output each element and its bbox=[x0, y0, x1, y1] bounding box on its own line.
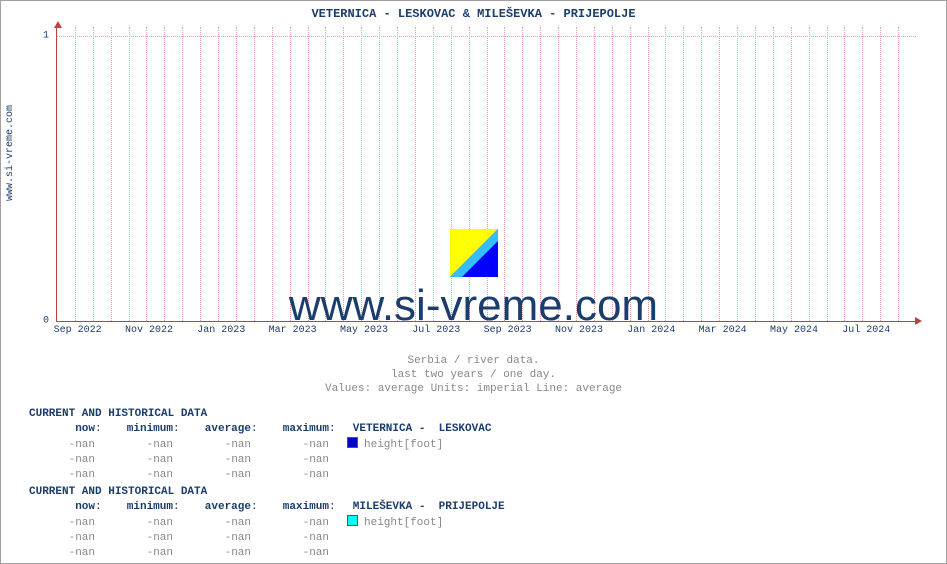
gridline-vertical bbox=[93, 27, 94, 321]
data-block-2: CURRENT AND HISTORICAL DATAnow:minimum:a… bbox=[29, 485, 505, 561]
gridline-vertical bbox=[648, 27, 649, 321]
gridline-vertical bbox=[236, 27, 237, 321]
series-swatch-icon bbox=[347, 515, 358, 526]
gridline-vertical bbox=[254, 27, 255, 321]
gridline-vertical bbox=[898, 27, 899, 321]
gridline-vertical bbox=[880, 27, 881, 321]
gridline-vertical bbox=[719, 27, 720, 321]
gridline-vertical bbox=[809, 27, 810, 321]
gridline-vertical bbox=[75, 27, 76, 321]
caption-line-3: Values: average Units: imperial Line: av… bbox=[1, 383, 946, 395]
gridline-vertical bbox=[111, 27, 112, 321]
gridline-vertical bbox=[737, 27, 738, 321]
side-url-label: www.si-vreme.com bbox=[5, 105, 16, 201]
data-row: -nan-nan-nan-nan bbox=[29, 531, 505, 546]
gridline-vertical bbox=[129, 27, 130, 321]
y-axis-arrow-icon bbox=[54, 21, 62, 28]
series-name: VETERNICA - LESKOVAC bbox=[333, 423, 491, 435]
gridline-vertical bbox=[630, 27, 631, 321]
x-tick-label: Jul 2024 bbox=[842, 325, 890, 336]
gridline-vertical bbox=[576, 27, 577, 321]
gridline-vertical bbox=[683, 27, 684, 321]
x-axis-arrow-icon bbox=[915, 317, 922, 325]
metric-label: height[foot] bbox=[364, 439, 443, 451]
plot: 01 bbox=[56, 27, 916, 322]
gridline-vertical bbox=[665, 27, 666, 321]
gridline-vertical bbox=[773, 27, 774, 321]
series-name: MILEŠEVKA - PRIJEPOLJE bbox=[333, 501, 505, 513]
data-block-header: CURRENT AND HISTORICAL DATA bbox=[29, 407, 491, 422]
watermark-text: www.si-vreme.com bbox=[289, 281, 658, 331]
gridline-vertical bbox=[827, 27, 828, 321]
metric-label: height[foot] bbox=[364, 517, 443, 529]
gridline-vertical bbox=[200, 27, 201, 321]
gridline-vertical bbox=[218, 27, 219, 321]
gridline-vertical bbox=[755, 27, 756, 321]
gridline-vertical bbox=[290, 27, 291, 321]
gridline-vertical bbox=[433, 27, 434, 321]
gridline-vertical bbox=[415, 27, 416, 321]
data-row: -nan-nan-nan-nan bbox=[29, 453, 491, 468]
gridline-vertical bbox=[379, 27, 380, 321]
gridline-vertical bbox=[594, 27, 595, 321]
chart-title: VETERNICA - LESKOVAC & MILEŠEVKA - PRIJE… bbox=[1, 1, 946, 21]
x-tick-label: Sep 2022 bbox=[54, 325, 102, 336]
y-tick-label: 0 bbox=[43, 316, 49, 327]
data-block-column-header: now:minimum:average:maximum: MILEŠEVKA -… bbox=[29, 500, 505, 515]
x-tick-label: Mar 2024 bbox=[699, 325, 747, 336]
gridline-vertical bbox=[182, 27, 183, 321]
series-swatch-icon bbox=[347, 437, 358, 448]
gridline-vertical bbox=[701, 27, 702, 321]
gridline-vertical bbox=[862, 27, 863, 321]
gridline-vertical bbox=[558, 27, 559, 321]
caption-line-2: last two years / one day. bbox=[1, 369, 946, 381]
caption-line-1: Serbia / river data. bbox=[1, 355, 946, 367]
x-tick-label: Nov 2022 bbox=[125, 325, 173, 336]
data-row: -nan-nan-nan-nan bbox=[29, 546, 505, 561]
data-block-column-header: now:minimum:average:maximum: VETERNICA -… bbox=[29, 422, 491, 437]
gridline-vertical bbox=[844, 27, 845, 321]
gridline-vertical bbox=[504, 27, 505, 321]
gridline-vertical bbox=[397, 27, 398, 321]
gridline-vertical bbox=[272, 27, 273, 321]
data-block-header: CURRENT AND HISTORICAL DATA bbox=[29, 485, 505, 500]
gridline-vertical bbox=[791, 27, 792, 321]
data-row: -nan-nan-nan-nanheight[foot] bbox=[29, 437, 491, 453]
gridline-vertical bbox=[146, 27, 147, 321]
gridline-vertical bbox=[522, 27, 523, 321]
gridline-vertical bbox=[343, 27, 344, 321]
gridline-vertical bbox=[612, 27, 613, 321]
gridline-vertical bbox=[164, 27, 165, 321]
data-row: -nan-nan-nan-nan bbox=[29, 468, 491, 483]
gridline-vertical bbox=[308, 27, 309, 321]
data-block-1: CURRENT AND HISTORICAL DATAnow:minimum:a… bbox=[29, 407, 491, 483]
x-tick-label: Jan 2023 bbox=[197, 325, 245, 336]
x-tick-label: May 2024 bbox=[770, 325, 818, 336]
data-row: -nan-nan-nan-nanheight[foot] bbox=[29, 515, 505, 531]
gridline-vertical bbox=[540, 27, 541, 321]
watermark-logo-icon bbox=[450, 229, 498, 277]
gridline-vertical bbox=[361, 27, 362, 321]
gridline-vertical bbox=[325, 27, 326, 321]
y-tick-label: 1 bbox=[43, 30, 49, 41]
